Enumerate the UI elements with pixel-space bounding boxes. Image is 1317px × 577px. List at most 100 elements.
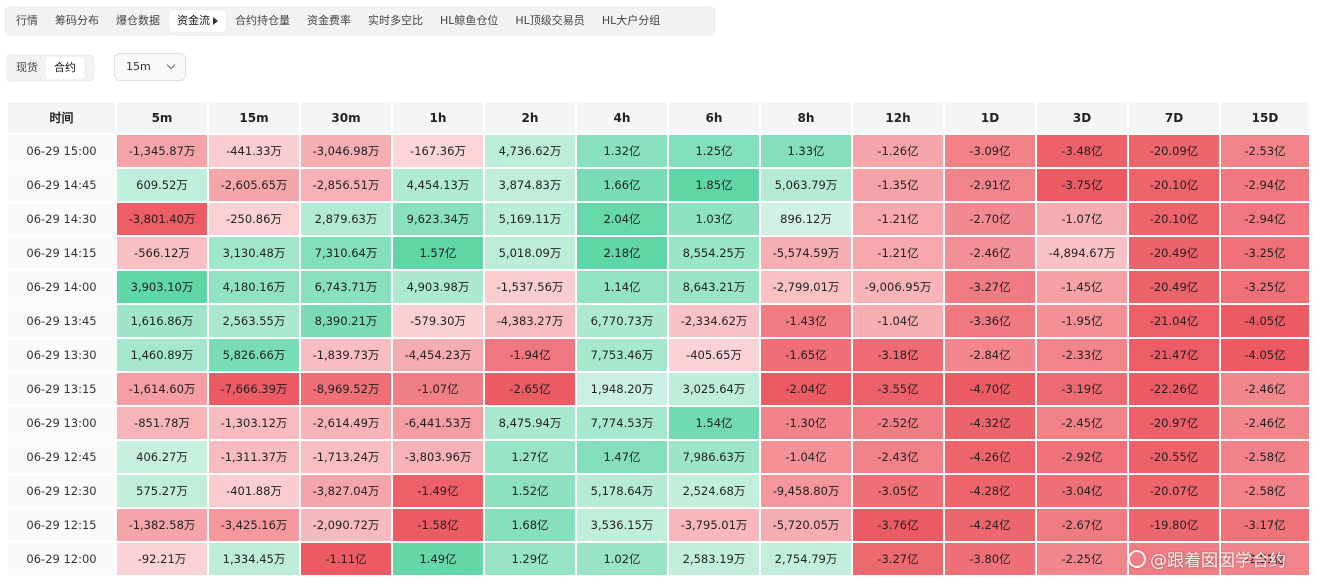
flow-cell: -3,795.01万 [669,509,759,541]
flow-cell: -4.05亿 [1221,305,1309,337]
tab-3[interactable]: 资金流 [169,10,226,32]
flow-cell: -3,803.96万 [393,441,483,473]
contract-option[interactable]: 合约 [46,57,84,79]
flow-cell: -1.07亿 [1037,203,1127,235]
flow-cell: -3.55亿 [853,373,943,405]
tab-4[interactable]: 合约持仓量 [227,10,298,32]
flow-cell: -20.49亿 [1129,237,1219,269]
tab-0[interactable]: 行情 [8,10,46,32]
table-row: 06-29 13:30 1,460.89万 5,826.66万 -1,839.73万 -… [8,339,1309,371]
flow-cell: -1,537.56万 [485,271,575,303]
table-row: 06-29 14:00 3,903.10万 4,180.16万 6,743.71万 4,… [8,271,1309,303]
tab-label: 资金流 [177,14,210,27]
table-row: 06-29 13:45 1,616.86万 2,563.55万 8,390.21万 -5… [8,305,1309,337]
tab-1[interactable]: 筹码分布 [47,10,107,32]
flow-cell: -1,311.37万 [209,441,299,473]
flow-cell: 4,454.13万 [393,169,483,201]
flow-cell: 8,475.94万 [485,407,575,439]
flow-cell: -5,574.59万 [761,237,851,269]
flow-cell: 1.03亿 [669,203,759,235]
flow-cell: -21.04亿 [1129,305,1219,337]
flow-cell: 7,753.46万 [577,339,667,371]
tab-2[interactable]: 爆仓数据 [108,10,168,32]
flow-cell: 3,025.64万 [669,373,759,405]
flow-cell: -2.46亿 [1221,373,1309,405]
flow-cell: 406.27万 [117,441,207,473]
flow-cell: -441.33万 [209,135,299,167]
flow-cell: -20.07亿 [1129,475,1219,507]
flow-cell: 7,310.64万 [301,237,391,269]
table-row: 06-29 15:00 -1,345.87万 -441.33万 -3,046.98万 -… [8,135,1309,167]
tab-8[interactable]: HL顶级交易员 [507,10,592,32]
flow-cell: -2.92亿 [1037,441,1127,473]
flow-cell: -4.28亿 [945,475,1035,507]
flow-cell: -9,458.80万 [761,475,851,507]
interval-select[interactable]: 15m [114,53,186,81]
column-header: 4h [577,102,667,133]
flow-cell: -3.27亿 [853,543,943,575]
flow-cell: 1.52亿 [485,475,575,507]
flow-cell: -3,827.04万 [301,475,391,507]
flow-cell: -2,856.51万 [301,169,391,201]
row-time: 06-29 15:00 [8,135,115,167]
row-time: 06-29 13:30 [8,339,115,371]
flow-cell: 1.32亿 [577,135,667,167]
flow-cell: 4,180.16万 [209,271,299,303]
flow-cell: 1.54亿 [669,407,759,439]
flow-cell: 575.27万 [117,475,207,507]
flow-cell: -1,382.58万 [117,509,207,541]
table-row: 06-29 14:45 609.52万 -2,605.65万 -2,856.51万 4,… [8,169,1309,201]
flow-cell: -250.86万 [209,203,299,235]
flow-cell: -92.21万 [117,543,207,575]
flow-cell: -20.49亿 [1129,271,1219,303]
tab-label: 实时多空比 [368,14,423,27]
flow-cell: 1,334.45万 [209,543,299,575]
flow-cell: 8,554.25万 [669,237,759,269]
spot-option[interactable]: 现货 [16,61,38,74]
tab-label: 行情 [16,14,38,27]
column-header: 1D [945,102,1035,133]
table-row: 06-29 12:15 -1,382.58万 -3,425.16万 -2,090.72… [8,509,1309,541]
table-row: 06-29 12:00 -92.21万 1,334.45万 -1.11亿 1.49亿 1.… [8,543,1309,575]
flow-cell: 5,178.64万 [577,475,667,507]
flow-cell: -8,969.52万 [301,373,391,405]
flow-cell: -7,666.39万 [209,373,299,405]
column-header: 2h [485,102,575,133]
flow-cell: -3.76亿 [853,509,943,541]
tab-6[interactable]: 实时多空比 [360,10,431,32]
flow-cell: -1.65亿 [761,339,851,371]
flow-cell: 2,524.68万 [669,475,759,507]
table-row: 06-29 14:15 -566.12万 3,130.48万 7,310.64万 1.5… [8,237,1309,269]
flow-cell: -3.27亿 [945,271,1035,303]
tab-label: 爆仓数据 [116,14,160,27]
flow-cell: -2.94亿 [1221,203,1309,235]
flow-cell: -1.21亿 [853,237,943,269]
flow-cell: -2.84亿 [945,339,1035,371]
tab-5[interactable]: 资金费率 [299,10,359,32]
flow-cell: -3.04亿 [1037,475,1127,507]
fund-flow-table: 时间 5m 15m 30m 1h 2h 4h 6h 8h 12h 1D 3D 7D 15D 06-29 1… [6,100,1311,577]
flow-cell: -2,090.72万 [301,509,391,541]
flow-cell: 8,390.21万 [301,305,391,337]
tab-label: 资金费率 [307,14,351,27]
flow-cell: -1.07亿 [393,373,483,405]
flow-cell: -2.33亿 [1037,339,1127,371]
flow-cell: -1,713.24万 [301,441,391,473]
flow-cell: -1.26亿 [853,135,943,167]
flow-cell: -9,006.95万 [853,271,943,303]
flow-cell: -405.65万 [669,339,759,371]
flow-cell: -1,345.87万 [117,135,207,167]
flow-cell: -1,303.12万 [209,407,299,439]
flow-cell: 1.25亿 [669,135,759,167]
tab-7[interactable]: HL鲸鱼仓位 [432,10,506,32]
flow-cell: -1.58亿 [393,509,483,541]
flow-cell [1129,543,1219,575]
table-header-row: 时间 5m 15m 30m 1h 2h 4h 6h 8h 12h 1D 3D 7D 15D [8,102,1309,133]
flow-cell: -1,839.73万 [301,339,391,371]
tab-9[interactable]: HL大户分组 [594,10,668,32]
flow-cell: -2.58亿 [1221,475,1309,507]
flow-cell: -2,334.62万 [669,305,759,337]
interval-select-value: 15m [126,60,151,73]
flow-cell: -401.88万 [209,475,299,507]
flow-cell: 1.27亿 [485,441,575,473]
